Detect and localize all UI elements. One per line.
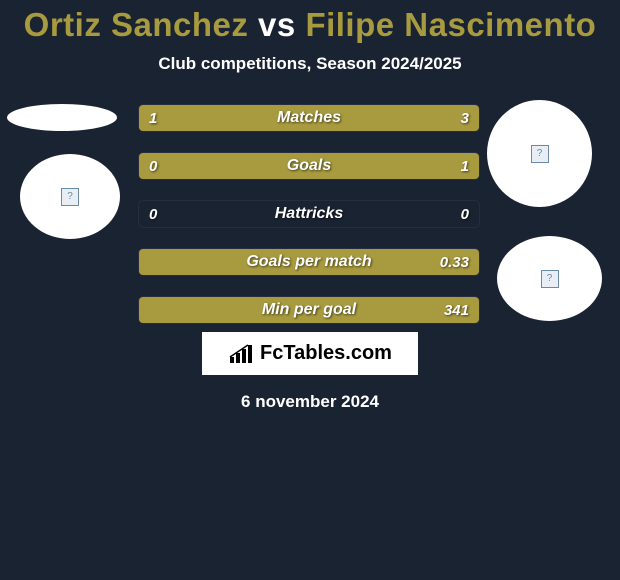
stat-row: 341Min per goal [138, 296, 480, 324]
vs-text: vs [248, 6, 305, 43]
player-photo-placeholder: ? [497, 236, 602, 321]
player-photo-placeholder [7, 104, 117, 131]
player2-name: Filipe Nascimento [305, 6, 596, 43]
stat-row: 01Goals [138, 152, 480, 180]
player-photo-placeholder: ? [487, 100, 592, 207]
brand-text: FcTables.com [260, 342, 392, 365]
stat-label: Min per goal [139, 297, 479, 323]
stat-row: 13Matches [138, 104, 480, 132]
missing-image-icon: ? [61, 188, 79, 206]
stat-label: Matches [139, 105, 479, 131]
comparison-bars: 13Matches 01Goals 00Hattricks 0.33Goals per… [138, 104, 480, 344]
player1-name: Ortiz Sanchez [24, 6, 249, 43]
brand-chart-icon [228, 343, 254, 365]
player-photo-placeholder: ? [20, 154, 120, 239]
stat-label: Goals [139, 153, 479, 179]
stat-row: 0.33Goals per match [138, 248, 480, 276]
missing-image-icon: ? [531, 145, 549, 163]
missing-image-icon: ? [541, 270, 559, 288]
stat-label: Hattricks [139, 201, 479, 227]
page-title: Ortiz Sanchez vs Filipe Nascimento [0, 6, 620, 44]
stat-label: Goals per match [139, 249, 479, 275]
brand-badge: FcTables.com [202, 332, 418, 375]
snapshot-date: 6 november 2024 [0, 392, 620, 412]
comparison-stage: ??? 13Matches 01Goals 00Hattricks 0.33Goals… [0, 84, 620, 564]
stat-row: 00Hattricks [138, 200, 480, 228]
subtitle: Club competitions, Season 2024/2025 [0, 54, 620, 74]
